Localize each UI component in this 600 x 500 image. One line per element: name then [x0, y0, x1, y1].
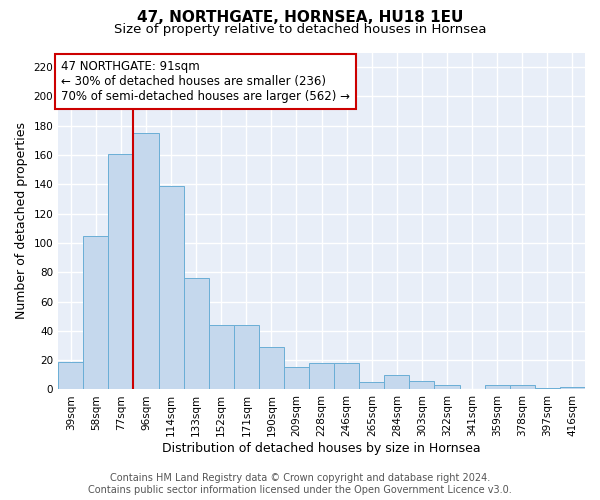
Bar [434, 385, 460, 390]
Bar [234, 325, 259, 390]
Bar [83, 236, 109, 390]
Text: 47, NORTHGATE, HORNSEA, HU18 1EU: 47, NORTHGATE, HORNSEA, HU18 1EU [137, 10, 463, 25]
Text: Contains HM Land Registry data © Crown copyright and database right 2024.
Contai: Contains HM Land Registry data © Crown c… [88, 474, 512, 495]
X-axis label: Distribution of detached houses by size in Hornsea: Distribution of detached houses by size … [162, 442, 481, 455]
Bar [510, 385, 535, 390]
Bar [109, 154, 133, 390]
Bar [209, 325, 234, 390]
Bar [309, 363, 334, 390]
Bar [58, 362, 83, 390]
Bar [560, 386, 585, 390]
Bar [184, 278, 209, 390]
Bar [158, 186, 184, 390]
Bar [385, 375, 409, 390]
Bar [535, 388, 560, 390]
Bar [334, 363, 359, 390]
Bar [359, 382, 385, 390]
Bar [259, 347, 284, 390]
Text: Size of property relative to detached houses in Hornsea: Size of property relative to detached ho… [114, 22, 486, 36]
Bar [284, 368, 309, 390]
Text: 47 NORTHGATE: 91sqm
← 30% of detached houses are smaller (236)
70% of semi-detac: 47 NORTHGATE: 91sqm ← 30% of detached ho… [61, 60, 350, 103]
Bar [133, 133, 158, 390]
Bar [409, 380, 434, 390]
Y-axis label: Number of detached properties: Number of detached properties [15, 122, 28, 320]
Bar [485, 385, 510, 390]
